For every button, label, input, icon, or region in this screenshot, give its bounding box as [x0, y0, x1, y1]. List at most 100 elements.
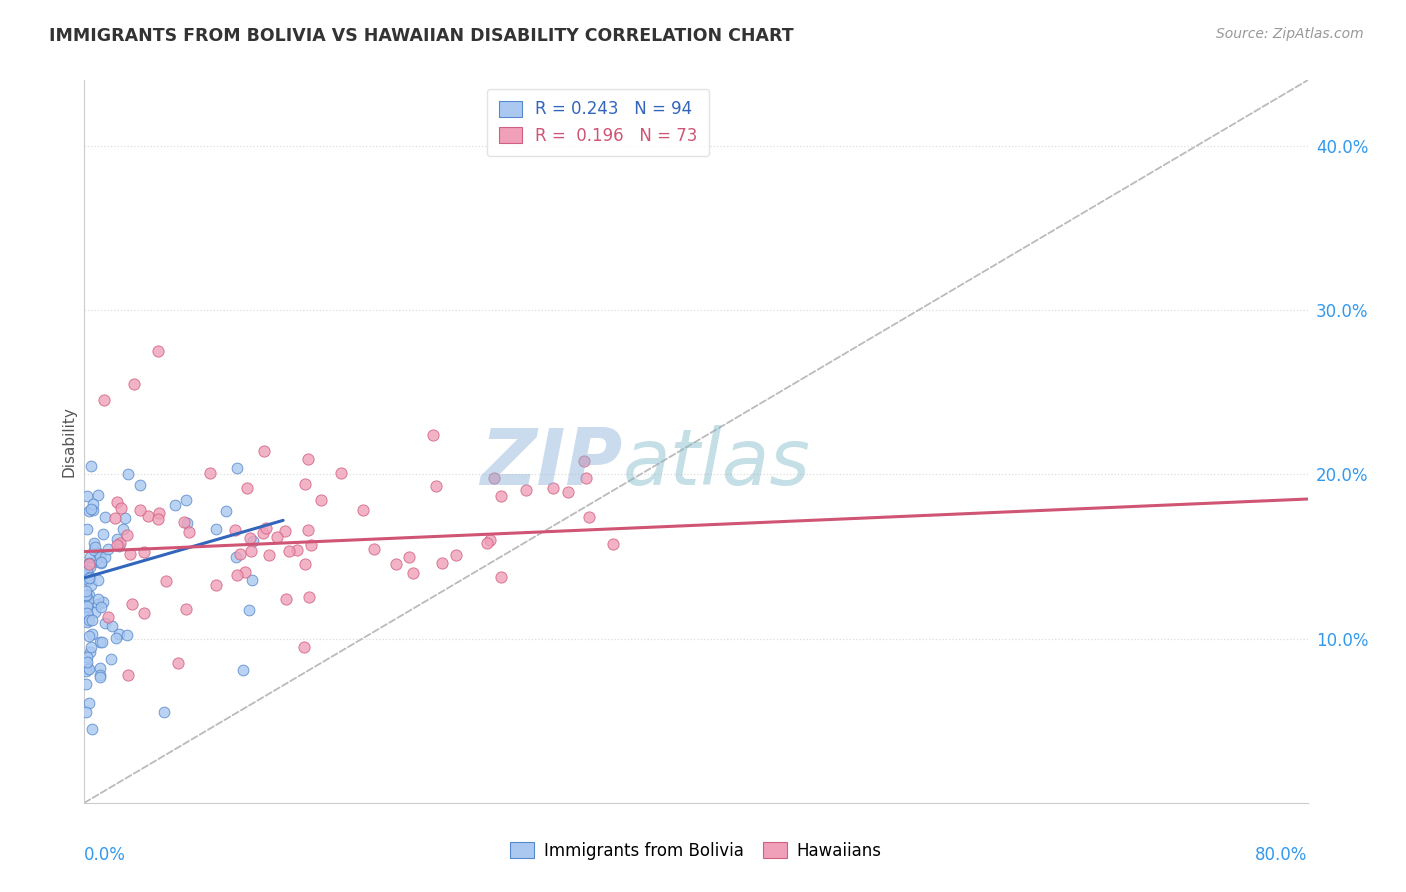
Point	[402, 566, 425, 581]
Point	[177, 525, 200, 540]
Point	[82, 497, 104, 511]
Point	[90, 556, 112, 570]
Point	[398, 550, 420, 565]
Point	[80, 458, 103, 473]
Point	[176, 516, 198, 530]
Point	[173, 515, 195, 529]
Point	[77, 696, 100, 710]
Point	[557, 484, 579, 499]
Point	[86, 597, 108, 611]
Point	[117, 667, 139, 681]
Point	[84, 605, 107, 619]
Point	[75, 565, 97, 579]
Point	[225, 567, 247, 582]
Point	[90, 635, 112, 649]
Point	[94, 509, 117, 524]
Text: ZIP: ZIP	[481, 425, 623, 501]
Point	[329, 467, 352, 481]
Point	[352, 503, 374, 517]
Point	[80, 627, 103, 641]
Point	[107, 539, 129, 553]
Point	[87, 546, 110, 560]
Point	[105, 538, 128, 552]
Point	[79, 560, 101, 574]
Point	[84, 540, 107, 554]
Point	[298, 590, 321, 604]
Point	[578, 509, 600, 524]
Point	[77, 567, 100, 582]
Point	[515, 483, 537, 498]
Point	[79, 570, 101, 584]
Point	[76, 599, 98, 614]
Point	[136, 508, 159, 523]
Point	[91, 595, 114, 609]
Point	[205, 522, 228, 536]
Point	[115, 528, 138, 542]
Point	[75, 677, 97, 691]
Point	[76, 656, 98, 670]
Point	[77, 613, 100, 627]
Point	[299, 538, 322, 552]
Point	[76, 522, 98, 536]
Point	[77, 504, 100, 518]
Point	[252, 526, 274, 541]
Point	[200, 467, 222, 481]
Point	[148, 511, 170, 525]
Point	[89, 670, 111, 684]
Point	[80, 613, 103, 627]
Point	[148, 344, 170, 359]
Point	[75, 602, 97, 616]
Point	[575, 470, 598, 484]
Point	[110, 501, 132, 516]
Point	[294, 558, 316, 572]
Point	[77, 593, 100, 607]
Point	[75, 583, 97, 598]
Point	[91, 526, 114, 541]
Point	[224, 523, 246, 537]
Point	[259, 548, 281, 562]
Point	[77, 573, 100, 587]
Point	[121, 597, 143, 611]
Point	[253, 444, 276, 458]
Point	[87, 591, 110, 606]
Point	[155, 574, 177, 589]
Point	[75, 705, 97, 719]
Point	[114, 511, 136, 525]
Point	[229, 547, 252, 561]
Point	[385, 558, 408, 572]
Point	[89, 635, 111, 649]
Point	[76, 606, 98, 620]
Point	[75, 559, 97, 574]
Point	[274, 592, 297, 607]
Point	[89, 668, 111, 682]
Point	[83, 555, 105, 569]
Legend: Immigrants from Bolivia, Hawaiians: Immigrants from Bolivia, Hawaiians	[503, 836, 889, 867]
Point	[118, 547, 141, 561]
Point	[94, 549, 117, 564]
Point	[104, 511, 127, 525]
Point	[309, 492, 332, 507]
Y-axis label: Disability: Disability	[60, 406, 76, 477]
Point	[105, 495, 128, 509]
Point	[90, 599, 112, 614]
Point	[274, 524, 297, 538]
Point	[239, 544, 262, 558]
Point	[80, 640, 103, 654]
Point	[163, 498, 186, 512]
Point	[238, 603, 260, 617]
Point	[446, 548, 468, 562]
Point	[76, 564, 98, 578]
Point	[77, 558, 100, 572]
Point	[297, 452, 319, 467]
Point	[76, 490, 98, 504]
Point	[76, 615, 98, 629]
Point	[80, 502, 103, 516]
Point	[77, 629, 100, 643]
Point	[122, 377, 145, 392]
Point	[239, 531, 262, 545]
Point	[132, 544, 155, 558]
Point	[572, 454, 595, 468]
Point	[80, 578, 103, 592]
Text: 0.0%: 0.0%	[84, 847, 127, 864]
Point	[77, 556, 100, 570]
